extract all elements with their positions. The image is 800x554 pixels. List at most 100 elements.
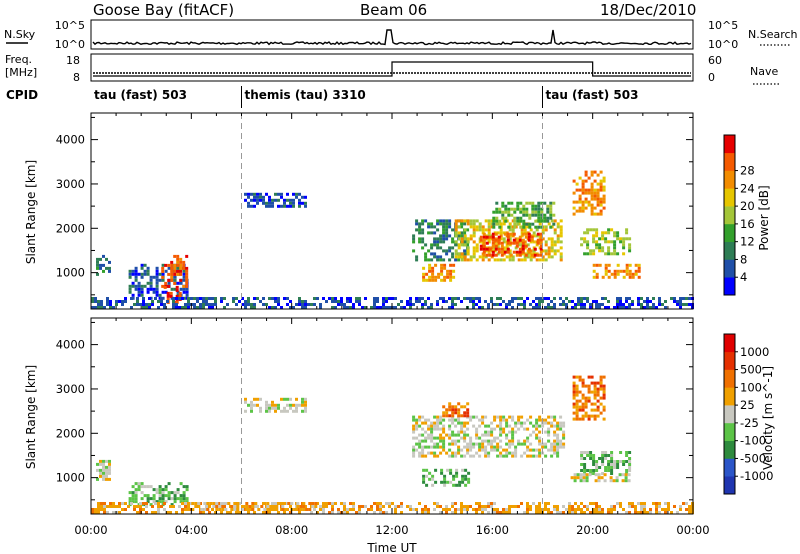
scatter-cell <box>522 213 526 217</box>
scatter-cell <box>185 290 189 294</box>
scatter-cell <box>553 306 556 309</box>
scatter-cell <box>443 266 447 270</box>
scatter-cell <box>274 300 277 303</box>
scatter-cell <box>501 216 505 220</box>
scatter-cell <box>481 418 485 422</box>
scatter-cell <box>301 300 304 303</box>
scatter-cell <box>485 247 489 251</box>
scatter-cell <box>469 415 473 419</box>
scatter-cell <box>523 240 527 244</box>
scatter-cell <box>106 300 109 303</box>
scatter-cell <box>128 500 132 504</box>
scatter-cell <box>584 384 588 388</box>
scatter-cell <box>322 511 325 514</box>
scatter-cell <box>581 209 585 213</box>
scatter-cell <box>289 204 292 208</box>
scatter-cell <box>595 460 599 463</box>
scatter-cell <box>170 269 174 273</box>
scatter-cell <box>452 275 456 279</box>
scatter-cell <box>424 418 428 422</box>
scatter-cell <box>494 253 498 257</box>
scatter-cell <box>502 240 506 244</box>
scatter-cell <box>301 400 304 404</box>
scatter-cell <box>485 241 489 245</box>
scatter-cell <box>146 497 150 501</box>
scatter-cell <box>409 297 412 300</box>
scatter-cell <box>142 502 145 505</box>
scatter-cell <box>99 468 102 472</box>
scatter-cell <box>103 511 106 514</box>
scatter-cell <box>540 216 544 220</box>
scatter-cell <box>559 445 563 449</box>
scatter-cell <box>589 502 592 505</box>
scatter-cell <box>655 502 658 505</box>
scatter-cell <box>628 246 632 250</box>
scatter-cell <box>179 281 183 285</box>
scatter-cell <box>172 303 175 306</box>
scatter-cell <box>266 502 270 505</box>
scatter-cell <box>575 417 579 421</box>
scatter-cell <box>616 303 619 306</box>
scatter-cell <box>601 275 605 279</box>
scatter-cell <box>679 300 682 303</box>
scatter-cell <box>601 508 604 511</box>
scatter-cell <box>199 303 202 306</box>
scatter-cell <box>484 445 488 449</box>
scatter-cell <box>139 508 142 511</box>
scatter-cell <box>451 418 455 422</box>
scatter-cell <box>539 244 543 248</box>
scatter-cell <box>229 511 232 514</box>
scatter-cell <box>139 303 142 306</box>
colorbar-tick-label: 500 <box>740 363 762 377</box>
scatter-cell <box>595 234 599 238</box>
scatter-cell <box>179 269 183 273</box>
scatter-cell <box>128 287 132 291</box>
scatter-cell <box>544 508 547 511</box>
scatter-cell <box>214 300 217 303</box>
scatter-cell <box>412 415 416 419</box>
scatter-cell <box>268 511 271 514</box>
scatter-cell <box>526 255 530 259</box>
scatter-cell <box>599 378 603 382</box>
scatter-cell <box>581 203 585 207</box>
scatter-cell <box>301 195 304 199</box>
scatter-cell <box>472 424 476 428</box>
scatter-cell <box>448 508 451 511</box>
scatter-cell <box>616 460 620 463</box>
scatter-cell <box>134 488 138 492</box>
scatter-cell <box>121 502 124 505</box>
scatter-cell <box>445 451 449 455</box>
scatter-cell <box>511 433 515 437</box>
scatter-cell <box>487 258 491 262</box>
scatter-cell <box>531 213 535 217</box>
colorbar-swatch <box>724 458 735 477</box>
scatter-cell <box>613 231 617 235</box>
scatter-cell <box>475 436 479 440</box>
scatter-cell <box>452 477 456 481</box>
scatter-cell <box>679 303 682 306</box>
scatter-cell <box>595 246 599 250</box>
scatter-cell <box>587 203 591 207</box>
scatter-cell <box>621 473 625 477</box>
scatter-cell <box>625 460 629 463</box>
scatter-cell <box>539 253 543 257</box>
scatter-cell <box>619 303 622 306</box>
scatter-cell <box>487 306 490 309</box>
scatter-cell <box>109 505 112 508</box>
scatter-cell <box>412 445 416 449</box>
scatter-cell <box>250 406 253 410</box>
scatter-cell <box>406 303 409 306</box>
scatter-cell <box>406 505 409 508</box>
scatter-cell <box>94 300 97 303</box>
scatter-cell <box>484 300 487 303</box>
scatter-cell <box>604 231 608 235</box>
scatter-cell <box>599 209 603 213</box>
scatter-cell <box>283 406 286 410</box>
scatter-cell <box>517 297 520 300</box>
scatter-cell <box>163 285 167 289</box>
scatter-cell <box>493 303 496 306</box>
scatter-cell <box>442 237 446 241</box>
scatter-cell <box>676 303 679 306</box>
scatter-cell <box>673 505 676 508</box>
scatter-cell <box>170 263 174 267</box>
